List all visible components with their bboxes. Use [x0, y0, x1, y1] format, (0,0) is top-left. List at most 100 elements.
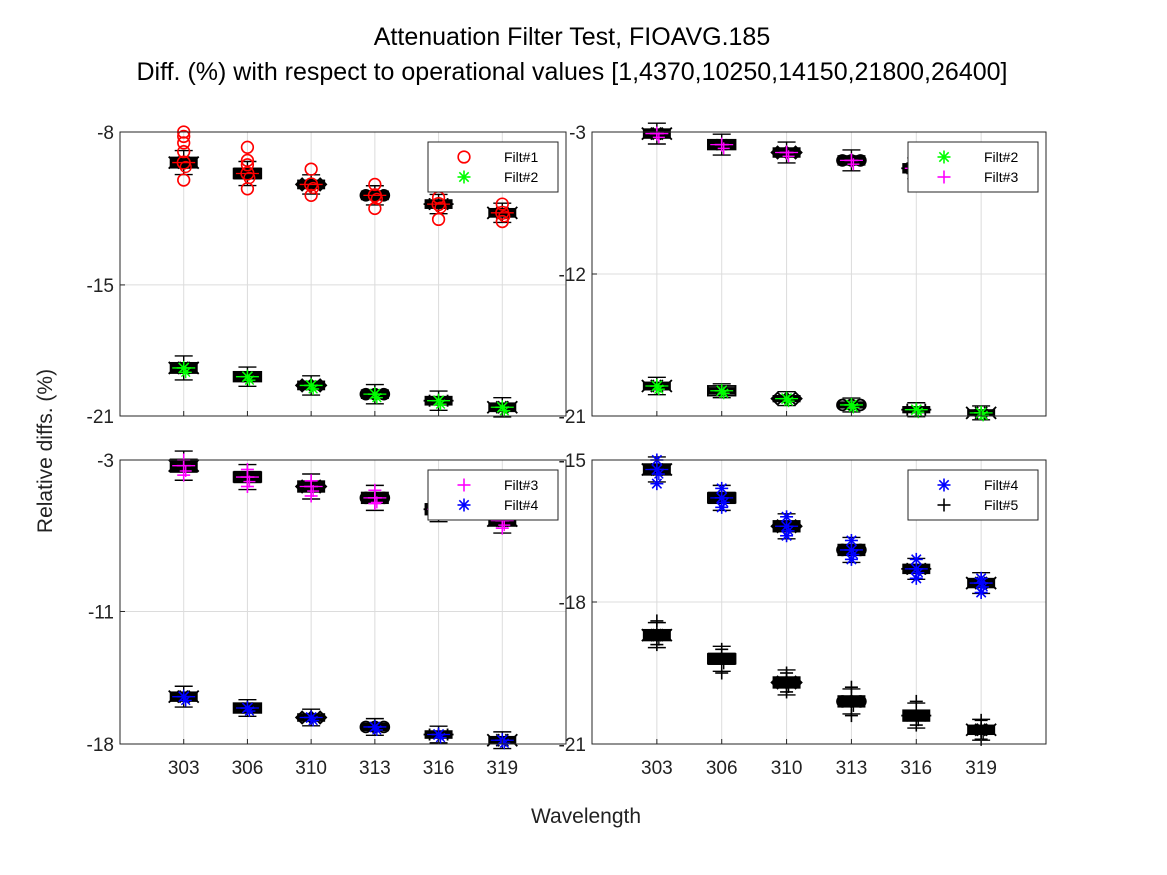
data-point [307, 714, 320, 727]
outlier-point [177, 468, 191, 482]
y-tick-label: -8 [97, 123, 114, 144]
outlier-point [240, 480, 254, 494]
legend-entry: Filt#4 [504, 497, 538, 513]
x-tick-label: 310 [771, 758, 803, 779]
subplot-grid: -8 -15 -21 Filt#1 Filt#2 -3 -12 -21 Filt#2 Filt#3… [87, 122, 1047, 779]
legend-entry: Filt#2 [504, 169, 538, 185]
subplot-bottom-left: -3 -11 -18 303 306 310 313 316 319 Filt#3 Filt#4 [87, 450, 567, 779]
outlier-point [780, 510, 794, 524]
outlier-point [177, 173, 191, 187]
x-tick-label: 313 [359, 758, 391, 779]
data-point [370, 496, 383, 509]
data-point [717, 387, 730, 400]
outlier-point [177, 145, 191, 159]
outlier-point [368, 483, 382, 497]
outlier-point [650, 638, 664, 652]
data-point [370, 192, 383, 205]
data-point [179, 366, 192, 379]
legend-entry: Filt#3 [504, 477, 538, 493]
data-point [307, 181, 320, 195]
outlier-point [974, 586, 988, 600]
series-Filt#2 [168, 355, 518, 418]
outlier-point [304, 489, 318, 503]
y-tick-label: -3 [97, 451, 114, 472]
data-point [307, 382, 320, 395]
outlier-point [495, 197, 509, 211]
series-Filt#1 [168, 125, 518, 229]
legend: Filt#1 Filt#2 [427, 141, 559, 193]
y-axis-label: Relative diffs. (%) [34, 369, 57, 533]
y-tick-label: -15 [87, 276, 114, 297]
y-tick-label: -21 [87, 407, 114, 428]
data-point [307, 485, 320, 498]
data-point [652, 468, 665, 481]
data-point [179, 694, 192, 707]
y-tick-label: -21 [559, 407, 586, 428]
data-point [434, 398, 447, 411]
outlier-point [495, 214, 509, 229]
outlier-point [177, 129, 191, 144]
x-tick-label: 313 [836, 758, 868, 779]
outlier-point [240, 153, 255, 168]
legend-marker [457, 170, 471, 184]
y-tick-label: -21 [559, 735, 586, 756]
y-tick-label: -15 [559, 451, 586, 472]
outlier-point [304, 188, 318, 203]
outlier-point [431, 212, 446, 227]
data-point [498, 737, 511, 750]
data-point [782, 395, 795, 408]
outlier-point [780, 685, 794, 699]
outlier-point [844, 680, 858, 694]
outlier-point [780, 529, 794, 543]
outlier-point [240, 158, 255, 172]
legend-marker [937, 150, 951, 164]
data-point [977, 409, 990, 422]
outlier-point [974, 713, 988, 727]
data-point [652, 383, 665, 396]
axes-frame [119, 131, 567, 417]
subplot-top-left: -8 -15 -21 Filt#1 Filt#2 [87, 123, 567, 428]
outlier-point [780, 666, 794, 680]
legend: Filt#4 Filt#5 [907, 469, 1039, 521]
y-tick-label: -12 [559, 265, 586, 286]
outlier-point [974, 571, 988, 585]
outlier-point [304, 474, 318, 488]
data-point [498, 519, 511, 532]
outlier-point [650, 477, 664, 491]
x-tick-label: 303 [168, 758, 200, 779]
x-tick-label: 306 [232, 758, 264, 779]
data-point [649, 126, 664, 141]
series-Filt#4 [641, 453, 997, 600]
outlier-point [715, 500, 729, 514]
data-point [179, 160, 192, 174]
x-tick-label: 303 [641, 758, 673, 779]
data-point [243, 374, 256, 387]
outlier-point [304, 162, 318, 176]
x-tick-label: 306 [706, 758, 738, 779]
legend-marker [937, 170, 951, 184]
x-tick-label: 316 [423, 758, 455, 779]
data-point [782, 681, 795, 694]
legend-box [907, 141, 1039, 193]
data-point [652, 633, 665, 646]
y-tick-label: -11 [88, 602, 114, 623]
x-tick-label: 310 [295, 758, 327, 779]
legend-entry: Filt#2 [984, 149, 1018, 165]
data-point [243, 475, 256, 488]
data-point [243, 705, 256, 718]
data-point [717, 657, 730, 670]
legend-box [427, 469, 559, 521]
outlier-point [240, 462, 254, 476]
legend-entry: Filt#3 [984, 169, 1018, 185]
outlier-point [909, 694, 923, 708]
x-tick-label: 319 [486, 758, 518, 779]
axes-frame [119, 459, 567, 745]
outlier-point [368, 497, 382, 511]
legend-box [427, 141, 559, 193]
outlier-point [715, 666, 729, 680]
subplot-top-right: -3 -12 -21 Filt#2 Filt#3 [559, 122, 1047, 428]
subplot-bottom-right: -15 -18 -21 303 306 310 313 316 319 Filt#4 Filt#5 [559, 451, 1047, 779]
legend-entry: Filt#4 [984, 477, 1018, 493]
outlier-point [844, 709, 858, 723]
